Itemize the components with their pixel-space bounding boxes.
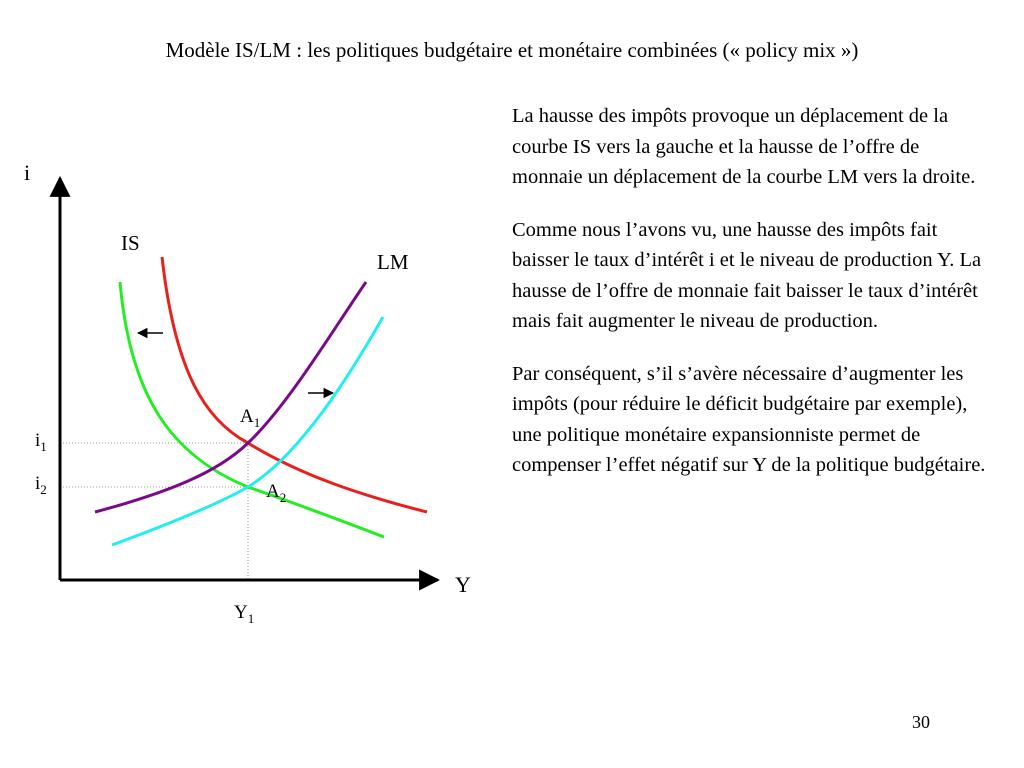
point-a1-label: A1 — [240, 406, 260, 430]
point-a2-label: A2 — [266, 481, 286, 505]
slide-title: Modèle IS/LM : les politiques budgétaire… — [165, 38, 859, 62]
lm-curve-shifted — [111, 316, 385, 547]
i2-level-label: i2 — [35, 473, 47, 497]
lm-curve-initial — [94, 281, 368, 514]
lm-curve-label: LM — [377, 250, 409, 274]
i1-level-label: i1 — [35, 430, 47, 454]
paragraph-shift: La hausse des impôts provoque un déplace… — [512, 105, 976, 188]
y-axis-label: i — [24, 160, 30, 185]
page-number: 30 — [912, 712, 930, 732]
is-curve-shifted — [118, 281, 385, 539]
explanation-text: La hausse des impôts provoque un déplace… — [512, 101, 992, 503]
y1-level-label: Y1 — [234, 602, 254, 626]
x-axis-label: Y — [455, 572, 471, 597]
paragraph-conclusion: Par conséquent, s’il s’avère nécessaire … — [512, 362, 986, 477]
paragraph-effects: Comme nous l’avons vu, une hausse des im… — [512, 218, 982, 333]
is-curve-label: IS — [121, 231, 140, 255]
